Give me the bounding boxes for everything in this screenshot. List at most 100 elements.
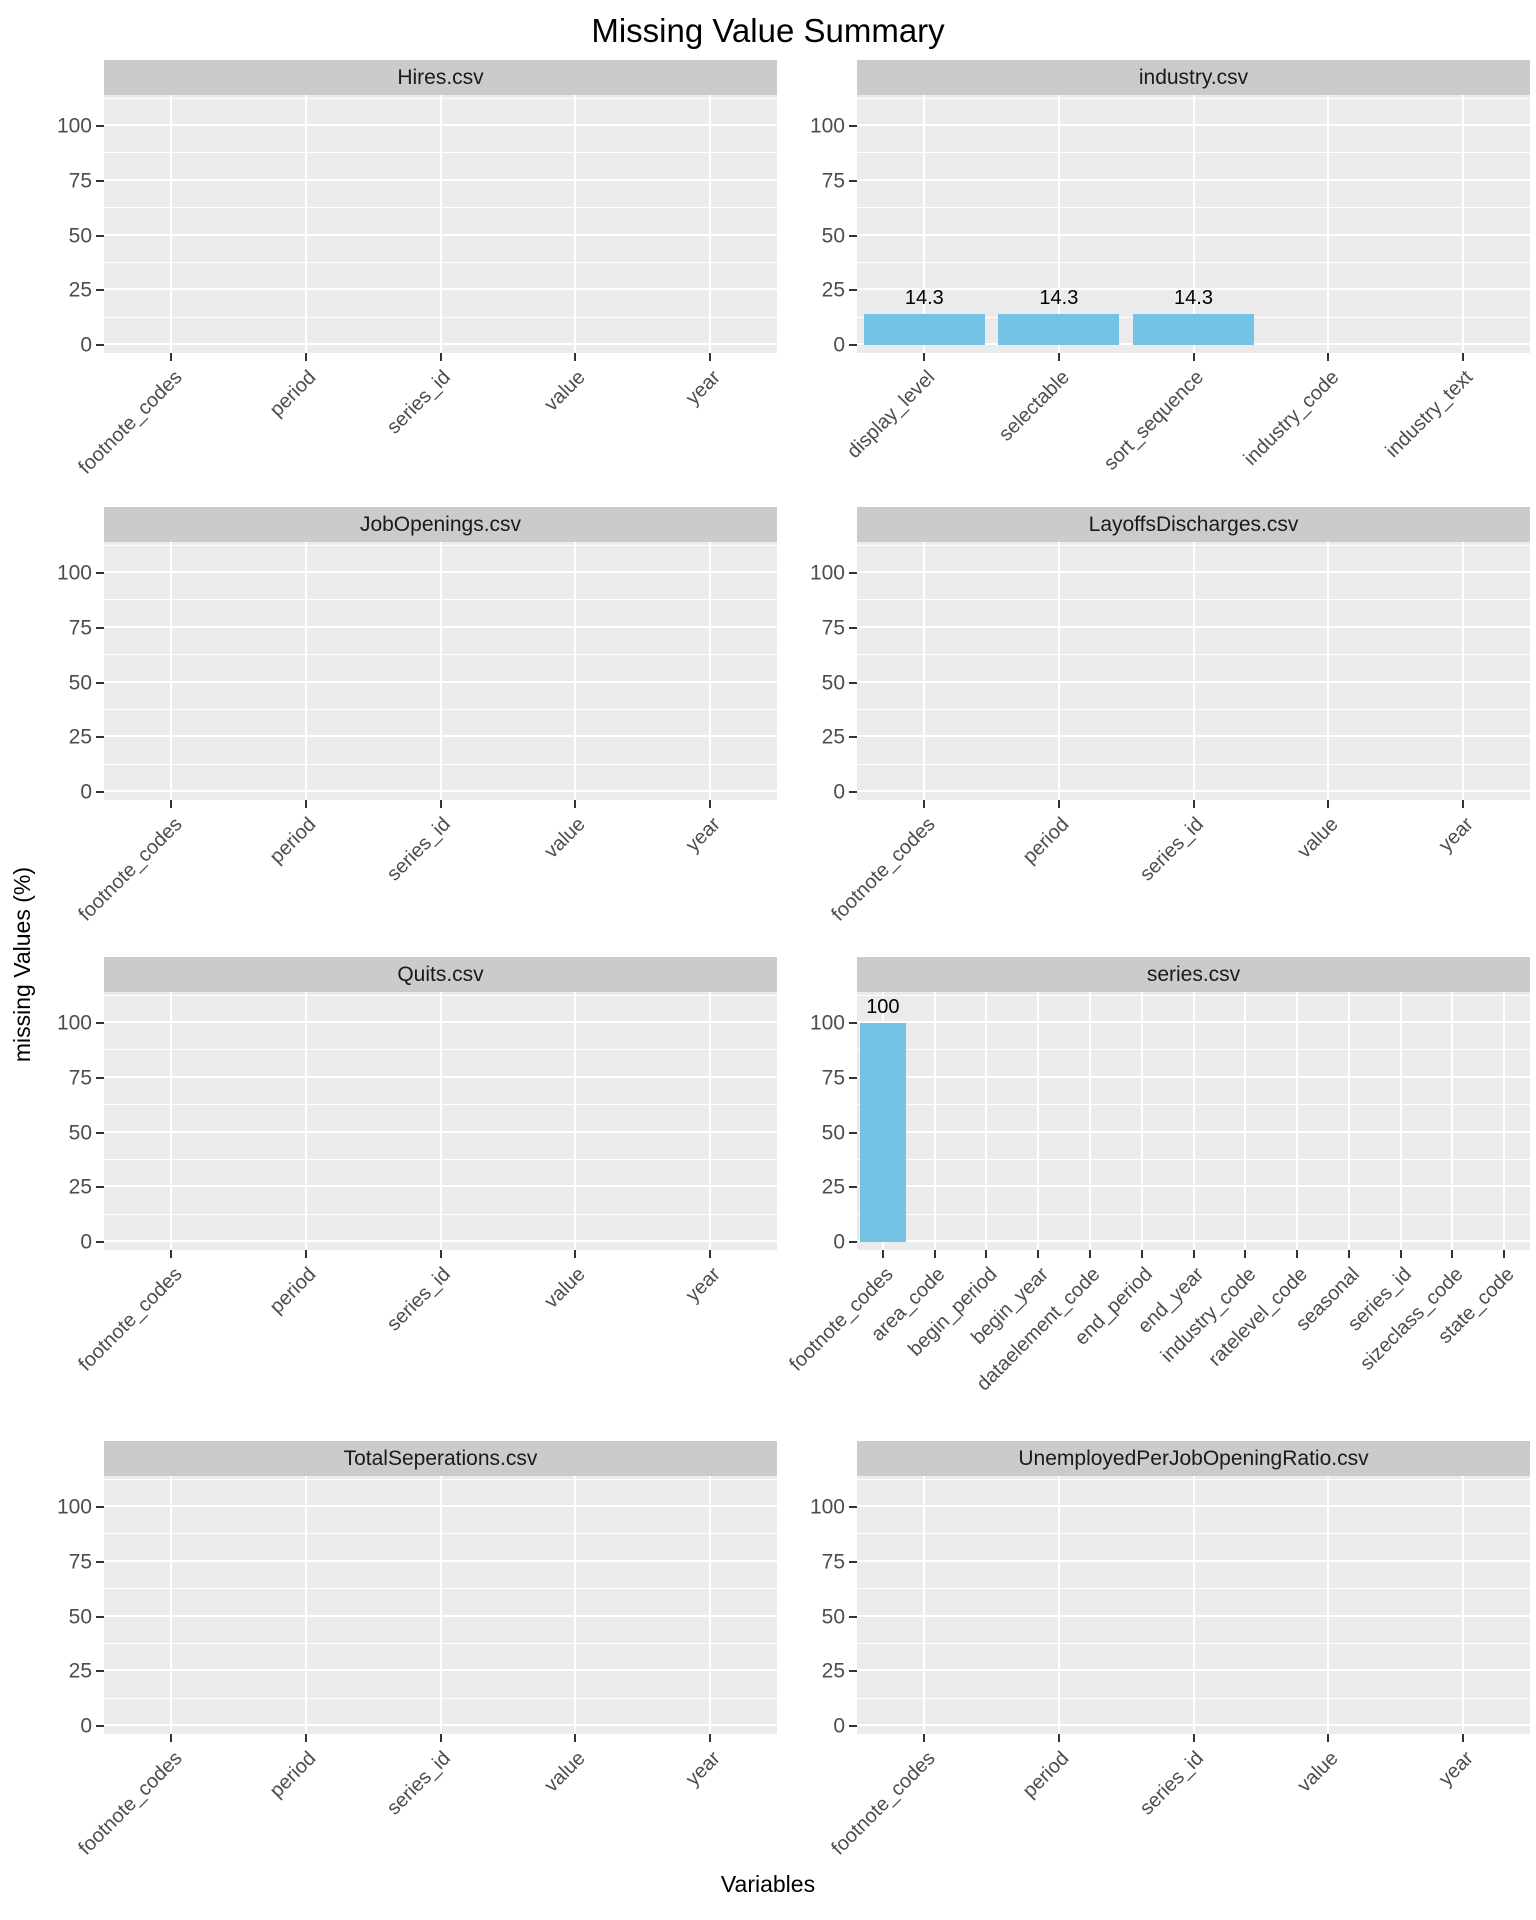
- x-tick-mark: [439, 1250, 442, 1258]
- y-tick-label: 50: [821, 1121, 845, 1145]
- x-category-label: period: [265, 1263, 321, 1319]
- y-tick-label: 0: [833, 1230, 845, 1254]
- plot-area: [104, 992, 777, 1250]
- gridline-major-v: [933, 992, 936, 1250]
- y-tick-label: 100: [56, 1011, 92, 1035]
- y-tick-mark: [96, 124, 104, 127]
- gridline-major-v: [170, 542, 173, 800]
- x-tick-mark: [923, 353, 926, 361]
- x-tick-mark: [1057, 1734, 1060, 1742]
- x-category-label: value: [540, 366, 590, 416]
- facet-strip-row: series.csv: [791, 957, 1530, 992]
- x-category-label: industry_code: [1239, 366, 1343, 470]
- facet-strip-row: LayoffsDischarges.csv: [791, 507, 1530, 542]
- x-tick-mark: [439, 1734, 442, 1742]
- y-tick-label: 100: [56, 114, 92, 138]
- x-tick-mark: [1327, 1734, 1330, 1742]
- x-tick-mark: [1057, 353, 1060, 361]
- gridline-major-v: [574, 95, 577, 353]
- y-tick-label: 25: [821, 725, 845, 749]
- gridline-major-v: [574, 542, 577, 800]
- bar: [863, 313, 985, 346]
- gridline-major-v: [1192, 542, 1195, 800]
- y-tick-label: 100: [809, 114, 845, 138]
- x-category-label: value: [1293, 813, 1343, 863]
- x-tick-mark: [170, 353, 173, 361]
- y-tick-label: 0: [833, 1714, 845, 1738]
- y-tick-mark: [849, 1725, 857, 1728]
- x-tick-mark: [170, 1250, 173, 1258]
- x-category-label: series_id: [1136, 1747, 1209, 1820]
- x-tick-mark: [1451, 1250, 1454, 1258]
- facet-strip-title: series.csv: [1146, 962, 1241, 986]
- bar-value-label: 100: [866, 996, 900, 1019]
- y-tick-mark: [849, 1186, 857, 1189]
- x-tick-mark: [574, 1250, 577, 1258]
- gridline-major-v: [985, 992, 988, 1250]
- y-tick-label: 75: [821, 616, 845, 640]
- facet-strip-title: Hires.csv: [397, 65, 484, 89]
- x-axis-gutter: [791, 353, 857, 507]
- y-tick-mark: [849, 1131, 857, 1134]
- gridline-major-v: [1057, 95, 1060, 353]
- facet-plot-row: 0 25 50 75 100: [38, 542, 777, 803]
- y-tick-mark: [96, 1560, 104, 1563]
- y-tick-mark: [96, 1241, 104, 1244]
- y-tick-mark: [96, 1021, 104, 1024]
- y-axis-gutter: 0 25 50 75 100: [38, 992, 104, 1254]
- strip-gutter: [38, 1441, 104, 1476]
- y-tick-label: 75: [821, 1550, 845, 1574]
- x-tick-mark: [1296, 1250, 1299, 1258]
- x-category-label: industry_text: [1381, 366, 1478, 463]
- y-tick-mark: [96, 681, 104, 684]
- y-tick-label: 25: [68, 1659, 92, 1683]
- x-tick-mark: [1461, 800, 1464, 808]
- facet-xaxis-row: display_level selectable sort_sequence indu…: [791, 353, 1530, 507]
- gridline-major-v: [708, 95, 711, 353]
- y-tick-mark: [96, 1670, 104, 1673]
- y-tick-mark: [96, 344, 104, 347]
- facet-panel: industry.csv 0 25 50 75 100 14.3 14.3 14.3 displa…: [791, 60, 1530, 507]
- gridline-major-v: [1037, 992, 1040, 1250]
- x-category-label: value: [1293, 1747, 1343, 1797]
- facet-panel: UnemployedPerJobOpeningRatio.csv 0 25 50 75 1…: [791, 1441, 1530, 1869]
- y-tick-label: 25: [821, 1175, 845, 1199]
- plot-area: 14.3 14.3 14.3: [857, 95, 1530, 353]
- y-tick-label: 50: [68, 224, 92, 248]
- chart-area: missing Values (%) Hires.csv 0 25 50 75 100 fo…: [6, 60, 1530, 1869]
- facet-plot-row: 0 25 50 75 100: [38, 992, 777, 1254]
- x-category-label: period: [265, 813, 321, 869]
- facet-strip-title: Quits.csv: [397, 962, 484, 986]
- facet-plot-row: 0 25 50 75 100: [791, 542, 1530, 803]
- y-axis-title: missing Values (%): [8, 866, 35, 1063]
- x-tick-mark: [1037, 1250, 1040, 1258]
- facet-strip-row: TotalSeperations.csv: [38, 1441, 777, 1476]
- y-tick-mark: [849, 1021, 857, 1024]
- y-tick-label: 0: [833, 333, 845, 357]
- gridline-major-v: [1192, 95, 1195, 353]
- facet-strip: Hires.csv: [104, 60, 777, 95]
- x-tick-mark: [1192, 1250, 1195, 1258]
- gridline-major-v: [170, 1476, 173, 1734]
- facet-panel: TotalSeperations.csv 0 25 50 75 100 footnote_c…: [38, 1441, 777, 1869]
- y-tick-label: 100: [809, 1495, 845, 1519]
- facet-plot-row: 0 25 50 75 100: [791, 1476, 1530, 1738]
- facet-xaxis-row: footnote_codes period series_id value year: [38, 800, 777, 957]
- facet-xaxis-row: footnote_codes period series_id value year: [791, 800, 1530, 957]
- gridline-major-v: [574, 1476, 577, 1734]
- x-tick-mark: [574, 353, 577, 361]
- gridline-major-v: [708, 1476, 711, 1734]
- x-tick-mark: [1461, 353, 1464, 361]
- x-tick-mark: [1192, 1734, 1195, 1742]
- x-axis-label-area: footnote_codes period series_id value year: [74, 353, 777, 507]
- plot-area: [857, 1476, 1530, 1734]
- x-axis-label-area: footnote_codes period series_id value year: [74, 1734, 777, 1869]
- bar-value-label: 14.3: [1174, 287, 1213, 310]
- gridline-major-v: [1140, 992, 1143, 1250]
- x-tick-mark: [304, 353, 307, 361]
- y-tick-label: 0: [80, 1230, 92, 1254]
- x-tick-mark: [1192, 800, 1195, 808]
- gridline-major-v: [439, 1476, 442, 1734]
- facet-strip: industry.csv: [857, 60, 1530, 95]
